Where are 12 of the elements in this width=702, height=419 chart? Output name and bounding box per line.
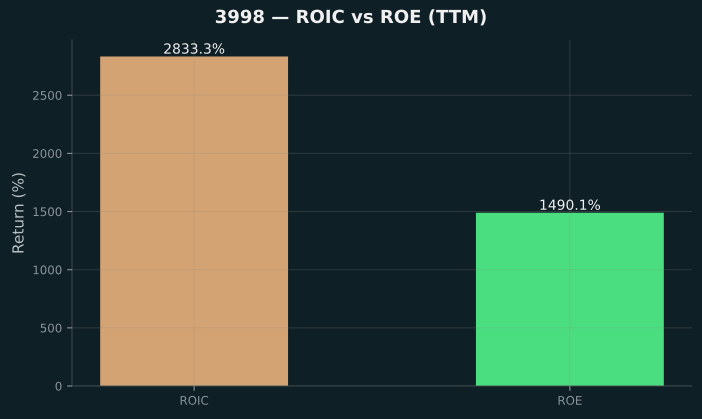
- y-tick-label: 500: [40, 324, 62, 332]
- y-tick-label: 2000: [33, 149, 62, 158]
- y-tick-label: 1500: [34, 207, 62, 216]
- data-label: 1490.1%: [540, 200, 600, 210]
- x-tick-label: ROE: [558, 396, 582, 405]
- y-tick-label: 0: [56, 382, 62, 391]
- y-tick-label: 1000: [34, 265, 62, 274]
- chart-title: 3998 — ROIC vs ROE (TTM): [216, 9, 486, 26]
- y-axis-title: Return (%): [12, 173, 26, 252]
- x-tick-label: ROIC: [180, 396, 208, 405]
- data-label: 2833.3%: [164, 43, 224, 54]
- y-tick-label: 2500: [33, 90, 62, 100]
